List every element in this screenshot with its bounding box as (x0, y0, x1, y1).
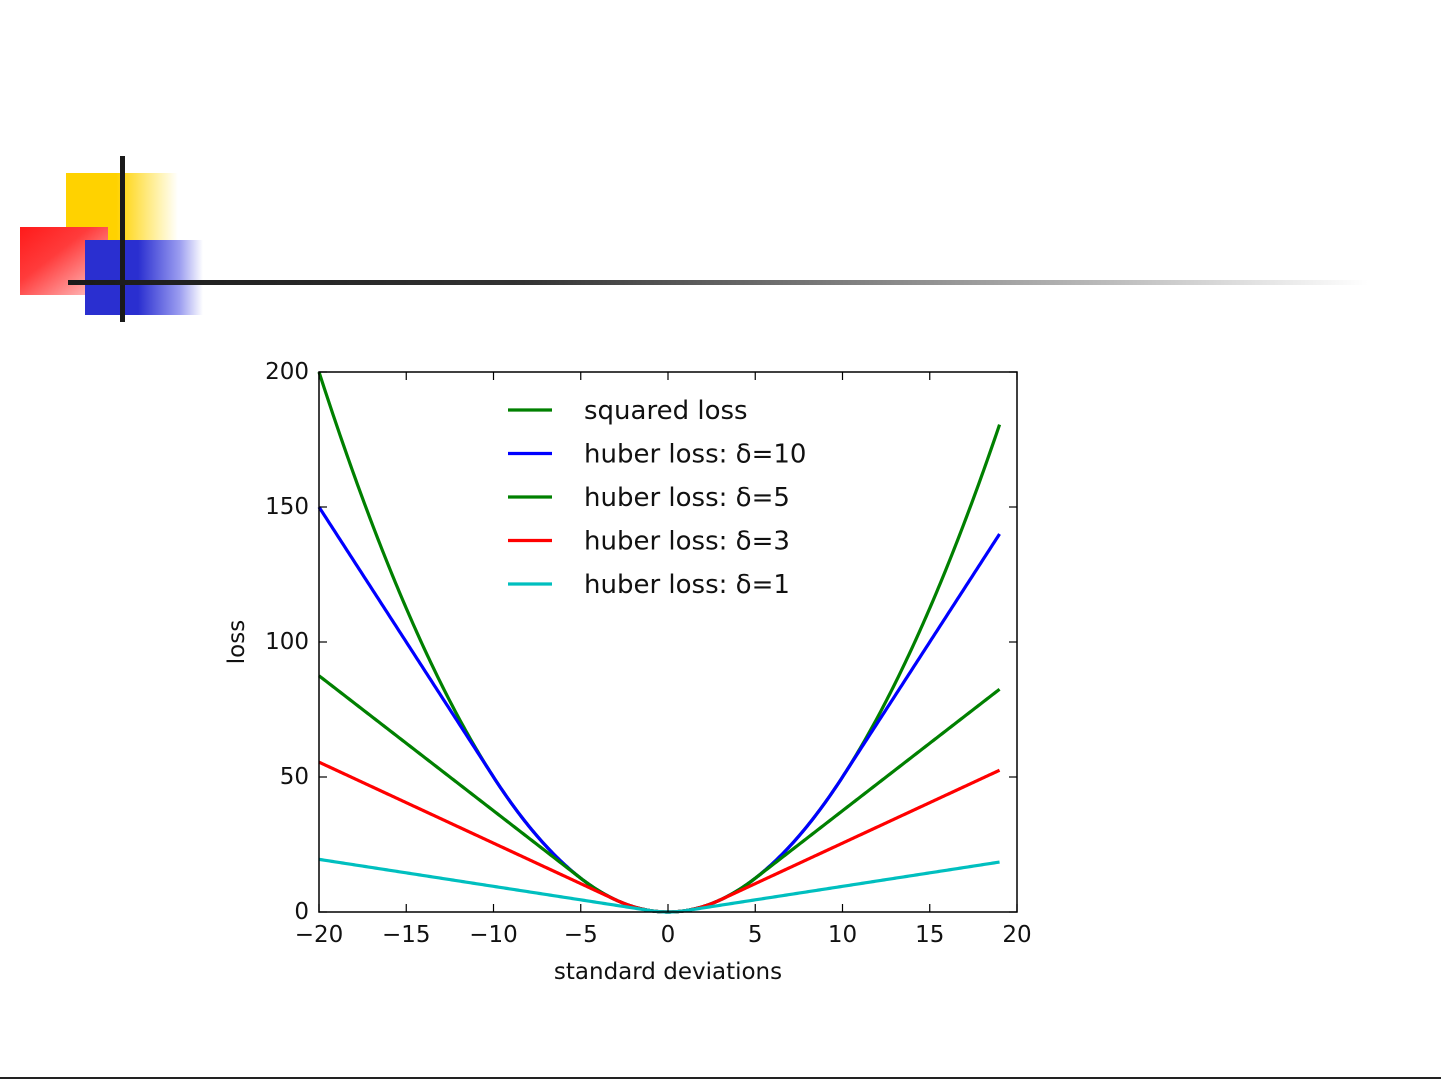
x-tick-label: −20 (295, 922, 344, 948)
bottom-rule (0, 1077, 1441, 1079)
legend-label-4: huber loss: δ=3 (584, 527, 790, 557)
x-tick-label: −5 (564, 922, 598, 948)
legend: squared loss huber loss: δ=10 huber loss: … (508, 396, 806, 600)
y-tick-label: 50 (280, 764, 309, 790)
legend-label-3: huber loss: δ=5 (584, 483, 790, 513)
title-underline-rule (68, 280, 1368, 285)
blue-square-decoration (85, 240, 203, 315)
legend-label-2: huber loss: δ=10 (584, 440, 806, 470)
series-line-2 (317, 506, 1001, 914)
x-tick-label: 5 (748, 922, 763, 948)
legend-label-1: squared loss (584, 396, 748, 426)
x-tick-label: −10 (469, 922, 518, 948)
y-tick-label: 150 (265, 494, 309, 520)
vertical-rule-decoration (120, 156, 125, 322)
x-tick-label: 10 (828, 922, 857, 948)
x-tick-label: 15 (915, 922, 944, 948)
y-tick-label: 200 (265, 359, 309, 385)
series-line-4 (318, 760, 1001, 914)
legend-label-5: huber loss: δ=1 (584, 570, 790, 600)
x-tick-label: 20 (1002, 922, 1031, 948)
x-axis-label: standard deviations (554, 959, 782, 985)
x-tick-label: 0 (661, 922, 676, 948)
y-tick-label: 100 (265, 629, 309, 655)
series-line-5 (318, 857, 1000, 914)
y-tick-label: 0 (294, 899, 309, 925)
y-axis-label: loss (224, 620, 250, 664)
x-tick-label: −15 (382, 922, 431, 948)
